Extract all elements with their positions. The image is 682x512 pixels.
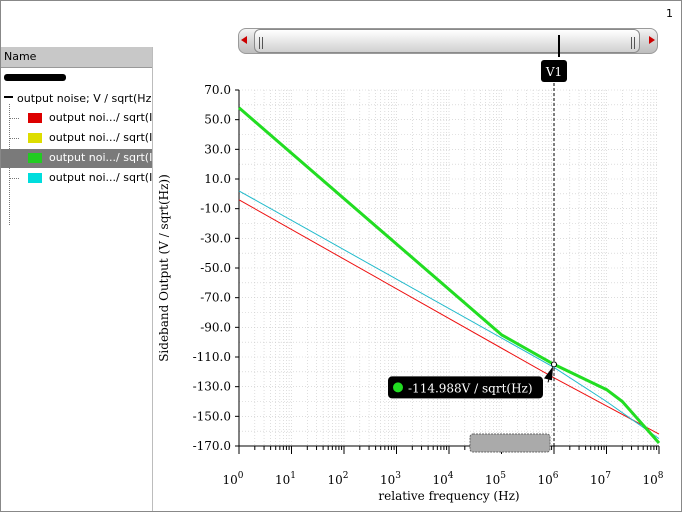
series-color-swatch	[28, 113, 42, 123]
y-tick-label: -10.0	[200, 202, 231, 216]
callout-arrow-icon	[544, 366, 553, 381]
x-tick-label: 103	[380, 471, 401, 487]
x-tick-exponent: 4	[448, 471, 454, 481]
tree-item-label: output noi.../ sqrt(I	[49, 131, 152, 144]
tree-item-output-noise[interactable]: output noi.../ sqrt(I	[1, 149, 152, 168]
x-tick-label: 106	[537, 471, 558, 487]
tree-item-label: output noi.../ sqrt(I	[49, 171, 152, 184]
y-tick-label: 30.0	[204, 142, 231, 156]
redacted-name-bar	[4, 74, 66, 81]
thumb-grip-left-icon	[259, 37, 260, 49]
series-color-swatch	[28, 133, 42, 143]
x-tick-base: 10	[590, 473, 605, 487]
y-tick-label: -170.0	[193, 439, 231, 453]
page-number: 1	[666, 7, 673, 20]
y-tick-label: 70.0	[204, 83, 231, 97]
x-tick-label: 101	[275, 471, 296, 487]
x-tick-exponent: 8	[658, 471, 664, 481]
x-tick-exponent: 1	[290, 471, 296, 481]
panel-header-name[interactable]: Name	[1, 47, 152, 68]
x-tick-exponent: 7	[605, 471, 611, 481]
x-tick-label: 102	[327, 471, 348, 487]
thumb-grip-left-icon	[262, 37, 263, 49]
signal-tree-panel: Name output noise; V / sqrt(Hz output no…	[1, 47, 153, 511]
tree-item-output-noise[interactable]: output noi.../ sqrt(I	[20, 109, 152, 128]
tree-item-label: output noi.../ sqrt(I	[49, 111, 152, 124]
y-axis-title: Sideband Output (V / sqrt(Hz))	[157, 174, 171, 362]
x-tick-exponent: 6	[553, 471, 559, 481]
y-tick-label: -110.0	[193, 350, 231, 364]
marker-readout-value: -114.988V / sqrt(Hz)	[408, 381, 533, 395]
collapse-toggle-icon[interactable]	[4, 96, 13, 103]
x-tick-exponent: 5	[500, 471, 506, 481]
marker-v1-tag[interactable]	[541, 60, 567, 82]
x-tick-label: 108	[642, 471, 663, 487]
tree-root-label: output noise; V / sqrt(Hz	[17, 92, 152, 105]
x-tick-base: 10	[537, 473, 552, 487]
scroll-position-marker	[558, 35, 560, 57]
readout-series-dot-icon	[393, 382, 403, 393]
marker-x-handle[interactable]	[469, 433, 551, 453]
x-tick-label: 107	[590, 471, 611, 487]
tree-item-label: output noi.../ sqrt(I	[49, 151, 152, 164]
x-tick-exponent: 0	[238, 471, 244, 481]
x-tick-base: 10	[275, 473, 290, 487]
y-tick-label: -50.0	[200, 261, 231, 275]
thumb-grip-right-icon	[631, 37, 632, 49]
scroll-left-arrow-icon[interactable]	[241, 36, 247, 44]
x-tick-label: 105	[485, 471, 506, 487]
series-color-swatch	[28, 173, 42, 183]
x-tick-exponent: 2	[343, 471, 349, 481]
noise-chart: 70.0 50.0 30.0 10.0 -10.0 -30.0 -50.0 -70.0 -90.…	[157, 60, 664, 503]
marker-v1-label: V1	[545, 65, 562, 79]
marker-readout-box[interactable]	[388, 376, 543, 399]
scroll-right-arrow-icon[interactable]	[649, 36, 655, 44]
x-tick-base: 10	[432, 473, 447, 487]
tree-item-output-noise[interactable]: output noi.../ sqrt(I	[20, 129, 152, 148]
x-tick-base: 10	[485, 473, 500, 487]
x-tick-label: 104	[432, 471, 453, 487]
series-color-swatch	[28, 153, 42, 163]
y-tick-label: -150.0	[193, 409, 231, 423]
tree-connector	[9, 118, 19, 119]
y-tick-label: -30.0	[200, 231, 231, 245]
y-tick-label: -90.0	[200, 320, 231, 334]
x-tick-base: 10	[380, 473, 395, 487]
x-tick-base: 10	[327, 473, 342, 487]
x-tick-base: 10	[642, 473, 657, 487]
horizontal-scrollbar[interactable]	[238, 26, 658, 57]
x-tick-exponent: 3	[395, 471, 401, 481]
tree-connector	[9, 138, 19, 139]
y-tick-label: -130.0	[193, 380, 231, 394]
tree-connector	[9, 178, 19, 179]
x-axis-title: relative frequency (Hz)	[378, 489, 519, 503]
x-tick-label: 100	[222, 471, 243, 487]
y-tick-label: -70.0	[200, 291, 231, 305]
x-tick-base: 10	[222, 473, 237, 487]
tree-item-output-noise[interactable]: output noi.../ sqrt(I	[20, 169, 152, 188]
marker-intersection-point	[551, 361, 557, 368]
thumb-grip-right-icon	[634, 37, 635, 49]
y-tick-label: 10.0	[204, 172, 231, 186]
series-line[interactable]	[238, 106, 661, 444]
series-line[interactable]	[238, 190, 660, 440]
scrollbar-thumb[interactable]	[254, 29, 640, 57]
y-tick-label: 50.0	[204, 113, 231, 127]
